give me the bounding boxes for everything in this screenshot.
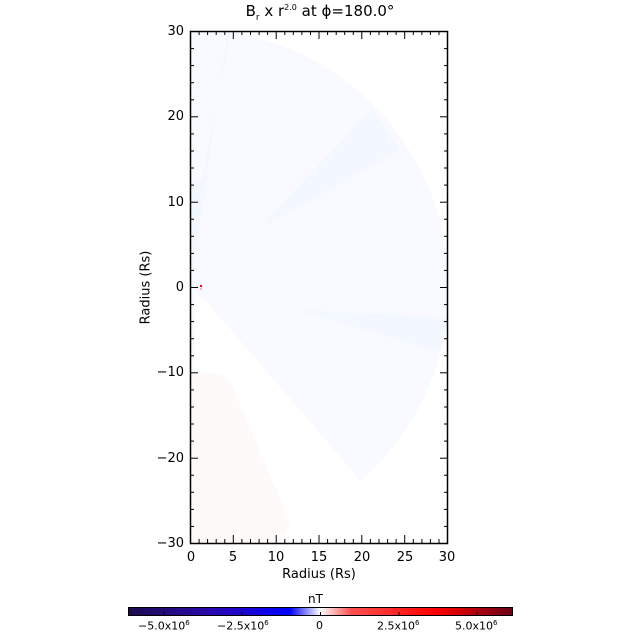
y-tick-label: −20 <box>156 451 184 466</box>
x-axis-label: Radius (Rs) <box>282 567 356 582</box>
colorbar <box>128 607 513 616</box>
y-tick-label: −10 <box>156 365 184 380</box>
x-tick-label: 10 <box>267 550 285 565</box>
x-tick-label: 15 <box>310 550 328 565</box>
chart-title: Br x r2.0 at ϕ=180.0° <box>0 2 640 23</box>
x-tick-label: 20 <box>353 550 371 565</box>
x-tick-label: 5 <box>228 550 238 565</box>
title-mid: x r <box>259 2 285 20</box>
y-axis-label: Radius (Rs) <box>138 250 154 325</box>
y-tick-label: 10 <box>167 195 184 210</box>
y-tick-label: −30 <box>156 536 184 551</box>
y-tick-label: 20 <box>167 109 184 124</box>
field-map <box>191 32 448 543</box>
colorbar-tick-label: −5.0x106 <box>138 619 190 633</box>
title-b: B <box>245 2 256 20</box>
x-tick-label: 0 <box>186 550 196 565</box>
title-tail: at ϕ=180.0° <box>296 2 395 20</box>
x-ticks <box>190 31 448 543</box>
colorbar-ticks <box>163 612 478 615</box>
cb-tick-exp: 6 <box>264 619 269 627</box>
y-tick-label: 30 <box>167 24 184 39</box>
cb-tick-text: 2.5x10 <box>377 619 416 633</box>
title-sup: 2.0 <box>284 3 297 12</box>
y-minor-ticks <box>190 48 448 527</box>
cb-tick-text: 5.0x10 <box>455 619 494 633</box>
y-tick-label: 0 <box>175 280 184 295</box>
y-ticks <box>190 31 448 544</box>
cb-tick-exp: 6 <box>185 619 190 627</box>
cb-tick-exp: 6 <box>415 619 420 627</box>
x-tick-label: 25 <box>396 550 414 565</box>
colorbar-tick-label: 2.5x106 <box>377 619 419 633</box>
colorbar-unit: nT <box>308 592 323 606</box>
cb-tick-text: −5.0x10 <box>138 619 186 633</box>
cb-tick-exp: 6 <box>493 619 498 627</box>
title-sub: r <box>255 13 260 23</box>
colorbar-tick-label: 5.0x106 <box>455 619 497 633</box>
cb-tick-text: −2.5x10 <box>217 619 265 633</box>
x-tick-label: 30 <box>438 550 456 565</box>
colorbar-tick-label: −2.5x106 <box>217 619 269 633</box>
colorbar-tick-label: 0 <box>316 619 323 632</box>
